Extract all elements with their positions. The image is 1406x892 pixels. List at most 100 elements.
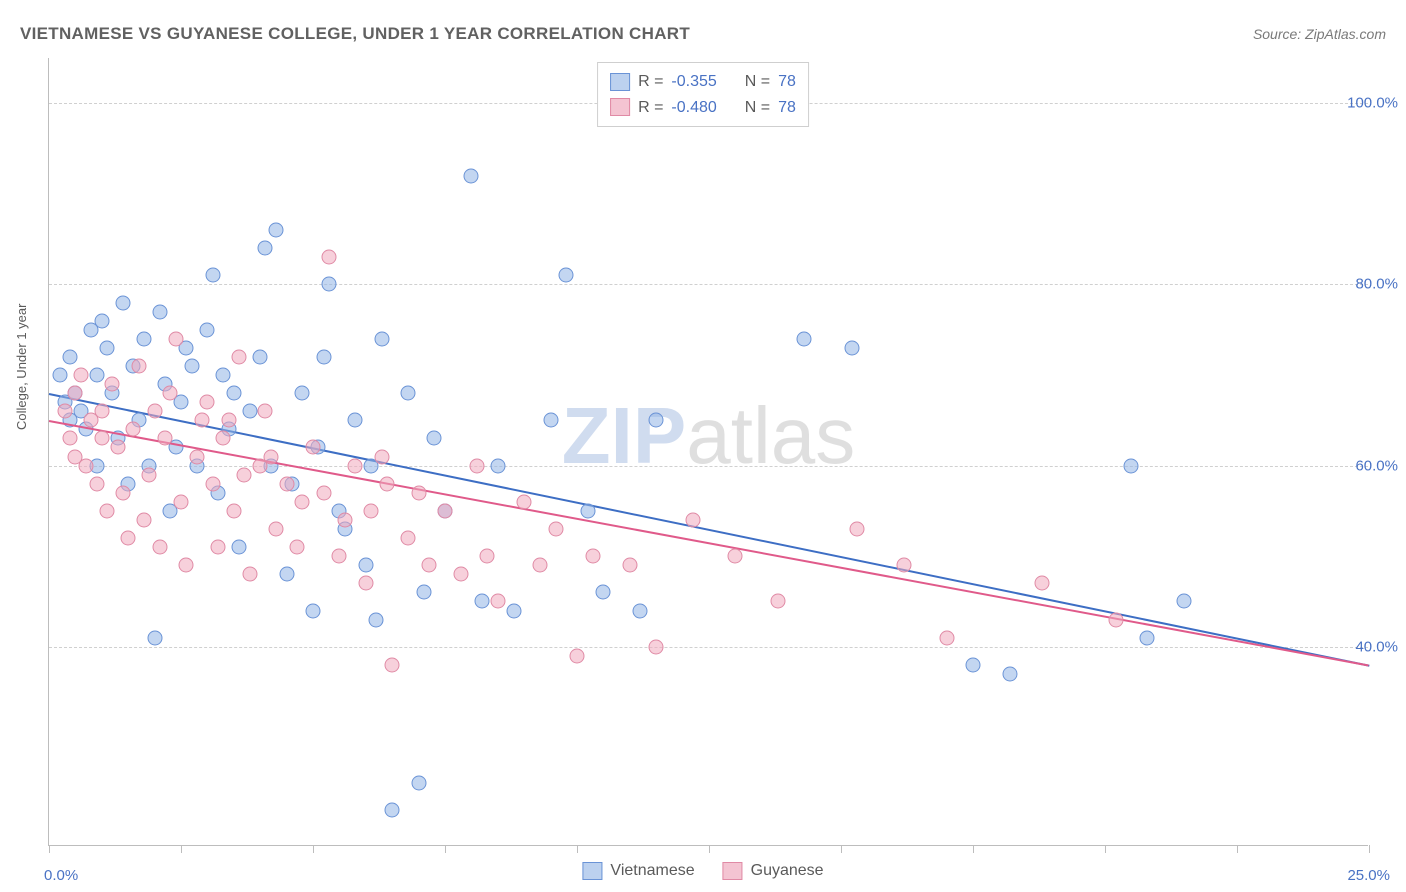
scatter-point bbox=[279, 567, 294, 582]
legend-series-item: Guyanese bbox=[723, 862, 824, 880]
scatter-point bbox=[216, 431, 231, 446]
n-value: 78 bbox=[778, 95, 796, 121]
scatter-point bbox=[570, 648, 585, 663]
x-axis-min-label: 0.0% bbox=[44, 867, 78, 884]
x-axis-max-label: 25.0% bbox=[1347, 867, 1390, 884]
scatter-point bbox=[469, 458, 484, 473]
gridline bbox=[49, 647, 1368, 648]
scatter-point bbox=[580, 503, 595, 518]
scatter-point bbox=[147, 404, 162, 419]
scatter-point bbox=[110, 440, 125, 455]
r-label: R = bbox=[638, 95, 663, 121]
scatter-point bbox=[68, 449, 83, 464]
scatter-point bbox=[490, 594, 505, 609]
regression-line-vietnamese bbox=[49, 393, 1369, 667]
legend-swatch bbox=[723, 862, 743, 880]
scatter-point bbox=[596, 585, 611, 600]
x-tick bbox=[577, 845, 578, 853]
scatter-point bbox=[52, 368, 67, 383]
scatter-point bbox=[306, 440, 321, 455]
scatter-point bbox=[464, 168, 479, 183]
x-tick bbox=[709, 845, 710, 853]
scatter-point bbox=[253, 349, 268, 364]
gridline bbox=[49, 284, 1368, 285]
scatter-point bbox=[332, 549, 347, 564]
scatter-point bbox=[401, 531, 416, 546]
scatter-point bbox=[232, 349, 247, 364]
scatter-point bbox=[232, 540, 247, 555]
scatter-point bbox=[279, 476, 294, 491]
scatter-point bbox=[174, 494, 189, 509]
scatter-point bbox=[89, 368, 104, 383]
scatter-point bbox=[427, 431, 442, 446]
n-label: N = bbox=[745, 69, 770, 95]
scatter-point bbox=[506, 603, 521, 618]
scatter-point bbox=[374, 331, 389, 346]
scatter-point bbox=[939, 630, 954, 645]
scatter-point bbox=[453, 567, 468, 582]
chart-header: VIETNAMESE VS GUYANESE COLLEGE, UNDER 1 … bbox=[20, 24, 1386, 44]
watermark: ZIPatlas bbox=[562, 390, 855, 482]
legend-series-label: Vietnamese bbox=[610, 862, 694, 880]
scatter-point bbox=[200, 395, 215, 410]
chart-plot-area: ZIPatlas bbox=[48, 58, 1368, 846]
scatter-point bbox=[73, 368, 88, 383]
scatter-point bbox=[316, 349, 331, 364]
legend-swatch bbox=[610, 98, 630, 116]
scatter-point bbox=[622, 558, 637, 573]
scatter-point bbox=[966, 657, 981, 672]
x-tick bbox=[313, 845, 314, 853]
legend-stat-row: R =-0.480N =78 bbox=[610, 95, 796, 121]
scatter-point bbox=[89, 476, 104, 491]
scatter-point bbox=[295, 494, 310, 509]
x-tick bbox=[1105, 845, 1106, 853]
y-tick-label: 60.0% bbox=[1355, 457, 1398, 474]
scatter-point bbox=[897, 558, 912, 573]
x-tick bbox=[1237, 845, 1238, 853]
scatter-point bbox=[158, 431, 173, 446]
scatter-point bbox=[548, 521, 563, 536]
scatter-point bbox=[797, 331, 812, 346]
n-value: 78 bbox=[778, 69, 796, 95]
scatter-point bbox=[585, 549, 600, 564]
scatter-point bbox=[63, 431, 78, 446]
legend-stat-row: R =-0.355N =78 bbox=[610, 69, 796, 95]
scatter-point bbox=[316, 485, 331, 500]
scatter-point bbox=[348, 413, 363, 428]
scatter-point bbox=[416, 585, 431, 600]
scatter-point bbox=[474, 594, 489, 609]
legend-swatch bbox=[582, 862, 602, 880]
scatter-point bbox=[321, 277, 336, 292]
scatter-point bbox=[100, 503, 115, 518]
scatter-point bbox=[115, 485, 130, 500]
scatter-point bbox=[263, 449, 278, 464]
scatter-point bbox=[295, 386, 310, 401]
scatter-point bbox=[649, 413, 664, 428]
scatter-point bbox=[126, 422, 141, 437]
scatter-point bbox=[364, 503, 379, 518]
scatter-point bbox=[1140, 630, 1155, 645]
legend-series-item: Vietnamese bbox=[582, 862, 694, 880]
scatter-point bbox=[100, 340, 115, 355]
y-tick-label: 100.0% bbox=[1347, 95, 1398, 112]
scatter-point bbox=[422, 558, 437, 573]
scatter-point bbox=[269, 521, 284, 536]
scatter-point bbox=[179, 558, 194, 573]
scatter-point bbox=[189, 449, 204, 464]
scatter-point bbox=[142, 467, 157, 482]
scatter-point bbox=[269, 223, 284, 238]
scatter-point bbox=[94, 404, 109, 419]
scatter-point bbox=[258, 404, 273, 419]
scatter-point bbox=[121, 531, 136, 546]
scatter-point bbox=[358, 576, 373, 591]
scatter-point bbox=[242, 567, 257, 582]
scatter-point bbox=[63, 349, 78, 364]
scatter-point bbox=[337, 512, 352, 527]
scatter-point bbox=[205, 268, 220, 283]
scatter-point bbox=[480, 549, 495, 564]
scatter-point bbox=[1002, 666, 1017, 681]
y-tick-label: 40.0% bbox=[1355, 638, 1398, 655]
r-label: R = bbox=[638, 69, 663, 95]
scatter-point bbox=[163, 386, 178, 401]
scatter-point bbox=[221, 413, 236, 428]
